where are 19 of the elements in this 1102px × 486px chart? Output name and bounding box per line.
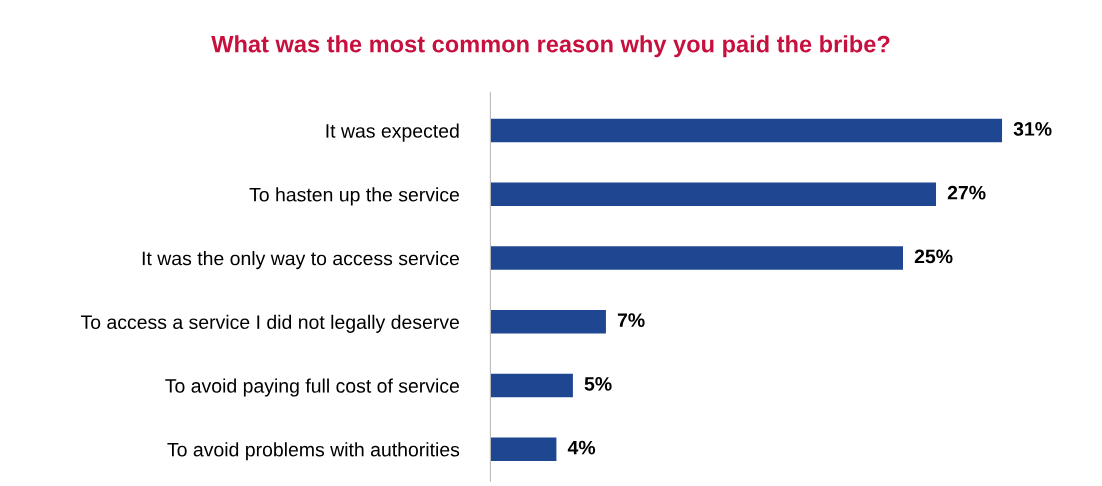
bar xyxy=(490,118,1003,143)
y-tick-label: It was expected xyxy=(326,123,459,142)
y-tick-label: To avoid paying full cost of service xyxy=(165,378,459,397)
bar xyxy=(490,310,606,334)
y-tick-label: To access a service I did not legally deserve xyxy=(80,314,459,333)
data-label: 5% xyxy=(584,377,612,391)
y-tick-label: To avoid problems with authorities xyxy=(167,442,460,461)
bar xyxy=(490,373,573,398)
data-label: 25% xyxy=(914,249,953,264)
data-label: 4% xyxy=(567,440,596,455)
bar xyxy=(490,437,557,462)
data-label: 27% xyxy=(947,185,986,200)
data-label: 31% xyxy=(1013,122,1052,136)
y-tick-label: To hasten up the service xyxy=(249,187,459,206)
data-label: 7% xyxy=(617,313,645,327)
bar xyxy=(490,182,937,207)
y-tick-label: It was the only way to access service xyxy=(142,251,459,270)
bar xyxy=(490,246,904,270)
chart-title: What was the most common reason why you paid the bribe? xyxy=(211,35,890,58)
